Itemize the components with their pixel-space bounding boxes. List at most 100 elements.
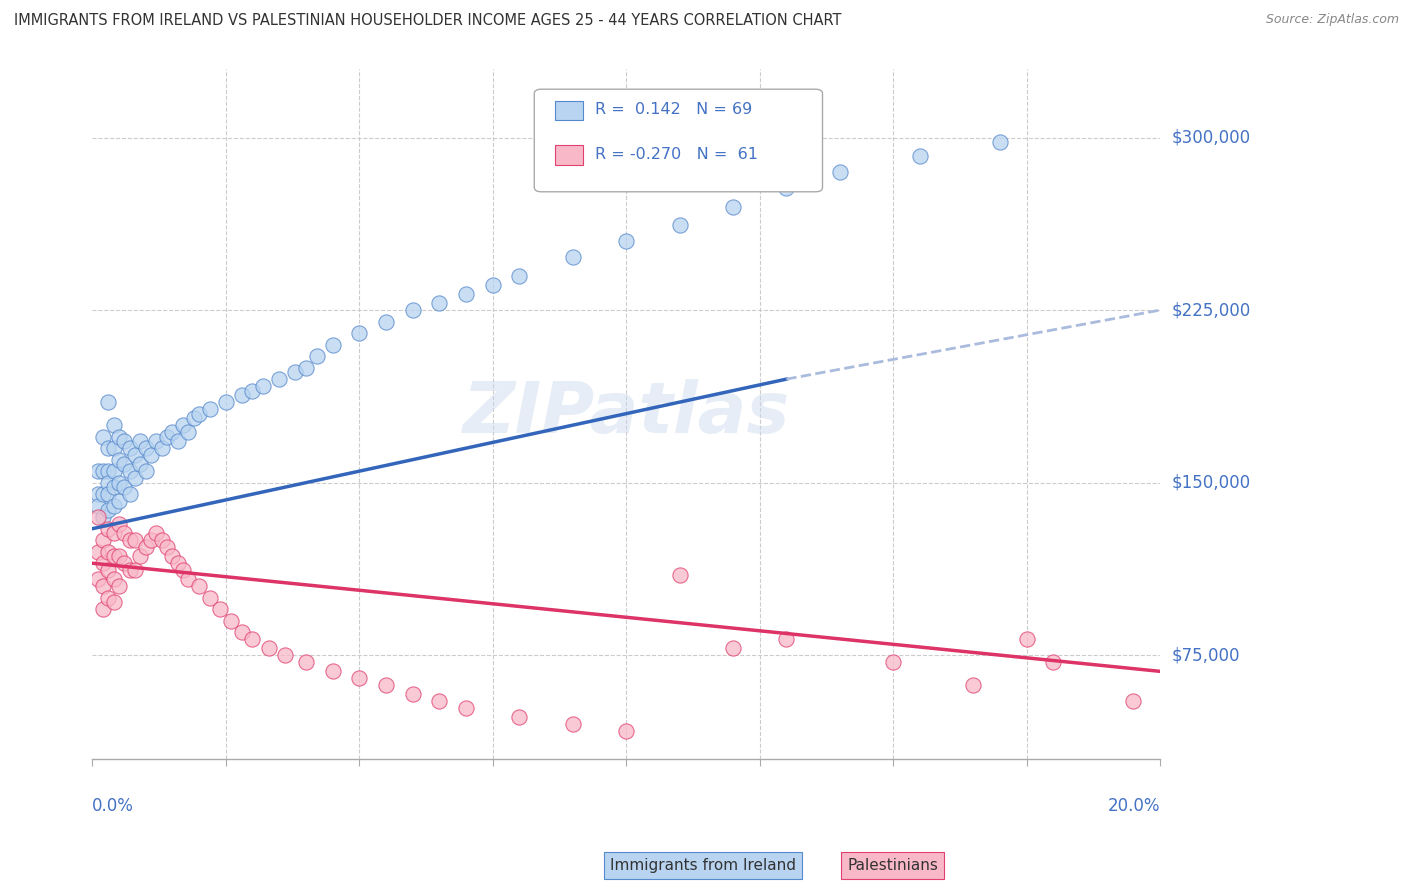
Point [139,533,162,548]
Point [305,349,328,363]
Point [188,407,211,421]
Point [561,717,583,731]
Point [124,471,146,485]
Point [145,526,167,541]
Point [124,563,146,577]
Point [401,303,423,318]
Point [103,595,125,609]
Point [108,430,131,444]
Text: Palestinians: Palestinians [848,858,938,872]
Point [177,425,200,439]
Point [242,632,264,647]
Point [721,200,744,214]
Point [775,632,797,647]
Point [112,457,135,471]
Text: IMMIGRANTS FROM IRELAND VS PALESTINIAN HOUSEHOLDER INCOME AGES 25 - 44 YEARS COR: IMMIGRANTS FROM IRELAND VS PALESTINIAN H… [14,13,842,29]
Point [118,533,141,548]
Point [988,135,1011,149]
Point [209,602,232,616]
Point [454,287,477,301]
Point [177,572,200,586]
Point [97,503,120,517]
Point [103,418,125,433]
Point [135,540,157,554]
Point [172,563,194,577]
Point [103,441,125,455]
Point [86,510,108,524]
Point [295,360,318,375]
Point [112,556,135,570]
Point [349,326,371,340]
Point [231,625,253,640]
Text: Immigrants from Ireland: Immigrants from Ireland [610,858,796,872]
Point [129,434,152,449]
Point [139,448,162,462]
Point [775,181,797,195]
Point [97,475,120,490]
Point [375,315,398,329]
Point [1122,694,1144,708]
Point [129,549,152,564]
Point [322,337,344,351]
Point [908,149,931,163]
Point [273,648,295,663]
Point [97,441,120,455]
Text: $150,000: $150,000 [1171,474,1250,491]
Point [91,602,114,616]
Text: R = -0.270   N =  61: R = -0.270 N = 61 [595,147,758,161]
Point [156,430,179,444]
Point [97,563,120,577]
Point [91,430,114,444]
Point [508,268,530,283]
Point [103,480,125,494]
Point [269,372,291,386]
Point [103,572,125,586]
Point [508,710,530,724]
Point [108,517,131,532]
Point [108,579,131,593]
Point [828,165,851,179]
Point [91,510,114,524]
Point [162,549,184,564]
Point [91,556,114,570]
Point [97,591,120,605]
Point [150,441,173,455]
Point [198,402,221,417]
Point [1015,632,1038,647]
Point [103,464,125,478]
Point [668,567,690,582]
Point [108,475,131,490]
Point [375,678,398,692]
Point [103,526,125,541]
Point [257,641,280,656]
Point [231,388,253,402]
Point [481,277,503,292]
Point [97,487,120,501]
Point [668,218,690,232]
Point [91,487,114,501]
Point [150,533,173,548]
Point [135,441,157,455]
Point [252,379,274,393]
Point [108,494,131,508]
Point [97,464,120,478]
Point [135,464,157,478]
Point [108,452,131,467]
Point [242,384,264,398]
Point [97,522,120,536]
Point [614,234,637,248]
Point [882,655,904,669]
Text: $225,000: $225,000 [1171,301,1250,319]
Point [118,464,141,478]
Text: R =  0.142   N = 69: R = 0.142 N = 69 [595,103,752,117]
Point [156,540,179,554]
Point [721,641,744,656]
Point [614,724,637,739]
Text: 20.0%: 20.0% [1108,797,1160,814]
Point [162,425,184,439]
Point [454,701,477,715]
Point [166,556,188,570]
Point [401,687,423,701]
Point [561,250,583,264]
Text: Source: ZipAtlas.com: Source: ZipAtlas.com [1265,13,1399,27]
